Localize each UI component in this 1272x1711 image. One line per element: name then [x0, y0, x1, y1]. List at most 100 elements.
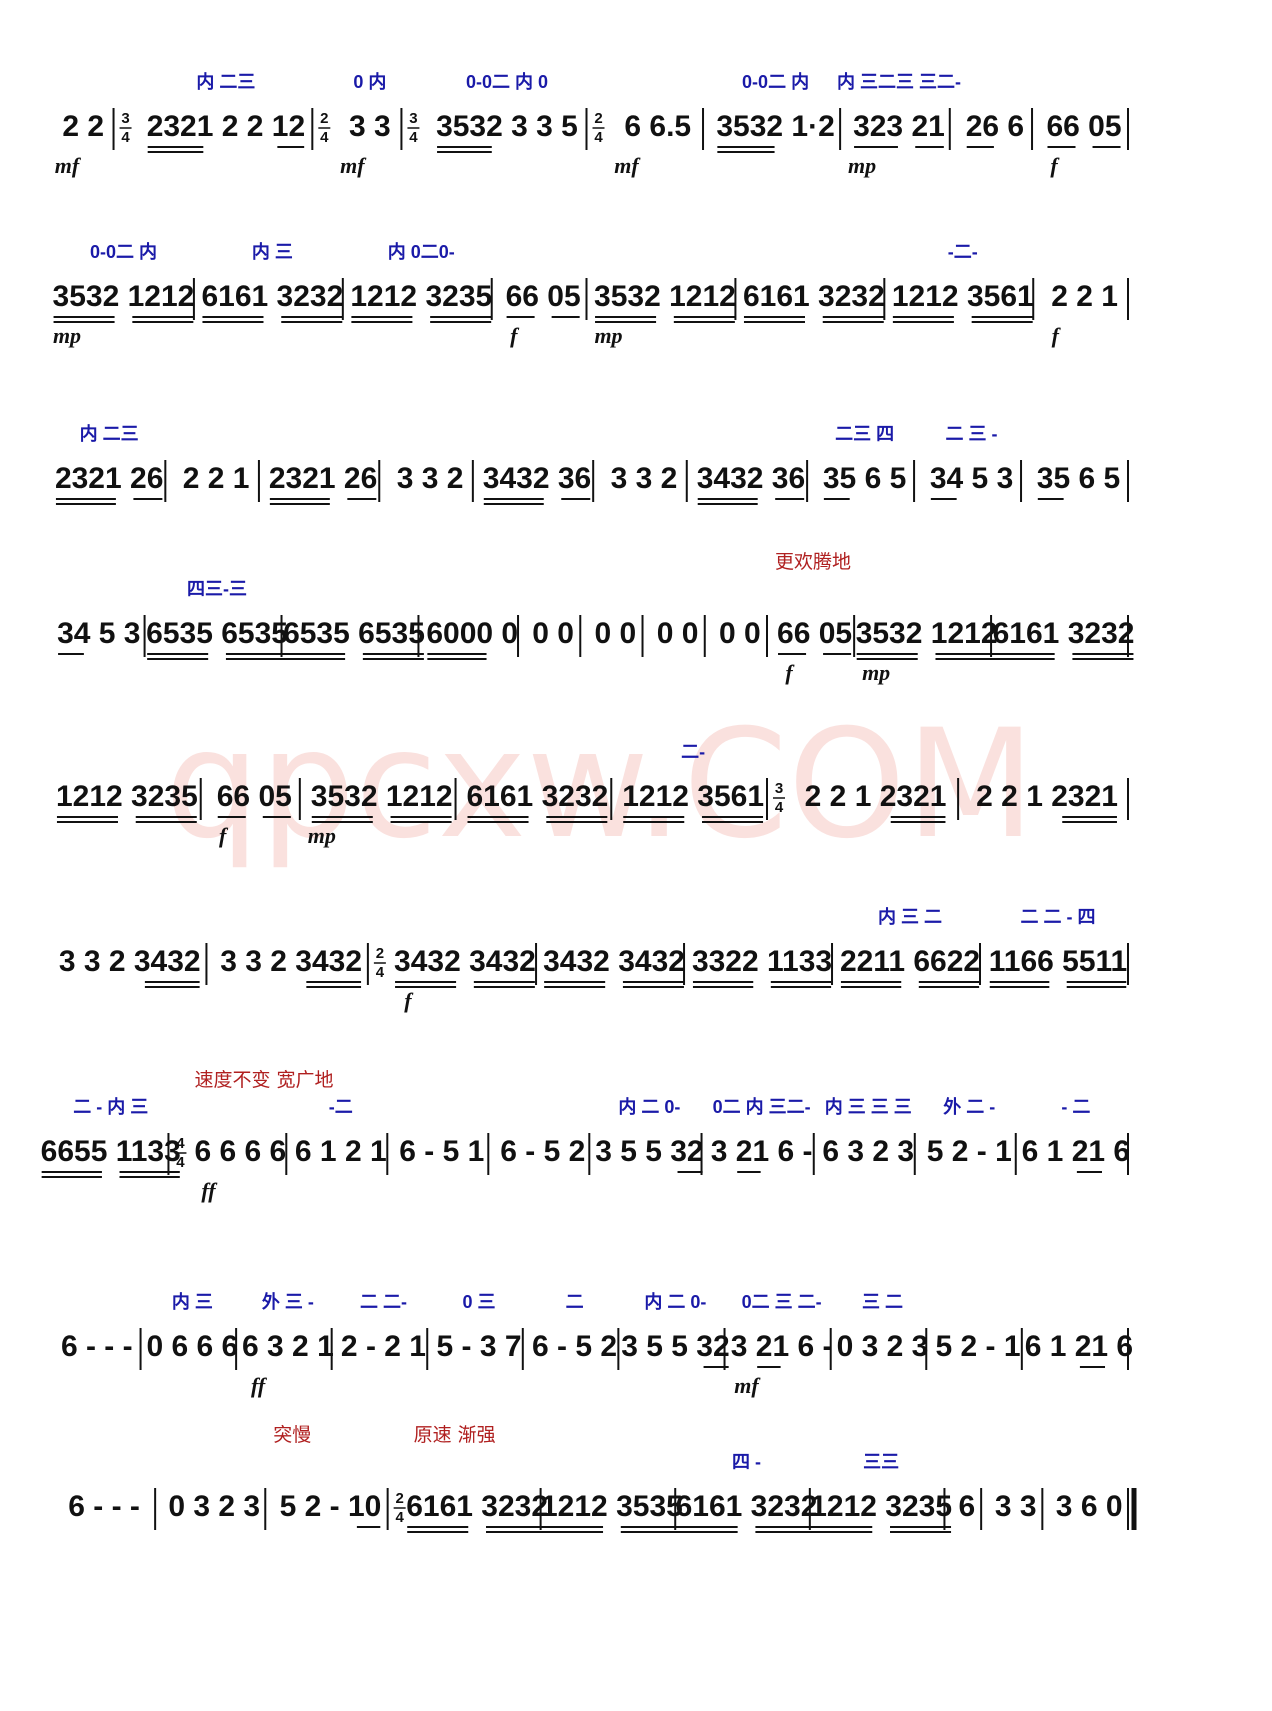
notes: 6 1 21 6 [1025, 1330, 1133, 1363]
notes: 2 2 1 [183, 462, 250, 495]
fingering: -二- [948, 242, 978, 262]
notes: 3 21 6 - [711, 1135, 813, 1168]
fingering: 三 二 [862, 1292, 903, 1312]
notes: 34 5 3 [57, 617, 140, 650]
notes: 3 3 2 [611, 462, 678, 495]
notes: 323 21 [853, 110, 945, 143]
time-signature-bottom: 4 [409, 129, 418, 146]
fingering: 内 二 0- [618, 1096, 680, 1117]
fingering: 内 二 0- [644, 1291, 706, 1312]
fingering: -二 [329, 1097, 353, 1117]
notes: 2 2 1 2321 [976, 780, 1118, 813]
dynamic: mf [55, 153, 82, 178]
dynamic: f [1050, 153, 1060, 178]
fingering: 内 二三 [80, 423, 139, 444]
notes: 6 1 2 1 [295, 1135, 387, 1168]
notes: 6 - - - [61, 1330, 133, 1363]
notes: 1212 3561 [622, 780, 764, 813]
notes: 5 2 - 1 [927, 1135, 1012, 1168]
notes: 6 6 6 6 [194, 1135, 286, 1168]
notes: 3432 3432 [543, 945, 685, 978]
notes: 0 3 2 3 [168, 1490, 260, 1523]
notes: 26 6 [966, 110, 1024, 143]
notes: 6 - 5 2 [532, 1330, 617, 1363]
dynamic: mf [734, 1373, 761, 1398]
dynamic: ff [251, 1373, 268, 1398]
notes: 0 6 6 6 [146, 1330, 238, 1363]
dynamic: f [510, 323, 520, 348]
fingering: 四 - [732, 1452, 761, 1472]
notes: 3322 1133 [692, 945, 832, 978]
notes: 66 05 [777, 617, 852, 650]
notes: 3532 1212 [594, 280, 736, 313]
time-signature-bottom: 4 [320, 129, 329, 146]
fingering: 二 二- [360, 1292, 407, 1312]
notes: 3532 1212 [856, 617, 998, 650]
fingering: 0二 内 三二- [713, 1096, 811, 1117]
fingering: 内 0二0- [388, 241, 455, 262]
time-signature-top: 2 [395, 1490, 403, 1507]
annotation: 速度不变 宽广地 [194, 1069, 333, 1091]
notes: 6000 0 [426, 617, 518, 650]
fingering: 内 二三 [196, 71, 255, 92]
notes: 1212 3535 [541, 1490, 683, 1523]
notes: 6161 3232 [406, 1490, 548, 1523]
notes: 6 - - - [68, 1490, 140, 1523]
notes: 3432 36 [483, 462, 591, 495]
dynamic: f [1052, 323, 1062, 348]
notes: 3 3 [995, 1490, 1037, 1523]
fingering: 二 三 - [946, 424, 998, 444]
time-signature-bottom: 4 [176, 1154, 185, 1171]
notes: 3432 36 [697, 462, 805, 495]
fingering: 0 内 [353, 71, 386, 92]
time-signature-bottom: 4 [594, 129, 603, 146]
dynamic: mp [308, 823, 336, 848]
fingering: 外 三 - [262, 1291, 314, 1312]
dynamic: mp [53, 323, 81, 348]
notes: 1212 3235 [810, 1490, 952, 1523]
notes: 66 05 [1046, 110, 1121, 143]
time-signature-top: 3 [409, 110, 417, 127]
fingering: 0-0二 内 0 [466, 71, 548, 92]
notes: 5 2 - 1 [936, 1330, 1021, 1363]
time-signature-bottom: 4 [376, 964, 385, 981]
notes: 6 3 2 3 [822, 1135, 914, 1168]
time-signature-top: 4 [176, 1135, 185, 1152]
fingering: 内 三 [252, 241, 293, 262]
notes: 35 6 5 [823, 462, 906, 495]
notes: 0 0 [595, 617, 637, 650]
time-signature-bottom: 4 [775, 799, 784, 816]
dynamic: f [785, 660, 795, 685]
fingering: 二 [566, 1292, 584, 1312]
time-signature-top: 3 [775, 780, 783, 797]
notes: 6 1 21 6 [1022, 1135, 1130, 1168]
notes: 3 3 2 [397, 462, 464, 495]
notes: 3 3 2 3432 [59, 945, 201, 978]
notes: 0 3 2 3 [837, 1330, 929, 1363]
fingering: 内 三 二 [878, 906, 942, 927]
dynamic: f [404, 988, 414, 1013]
fingering: 二- [681, 742, 705, 762]
dynamic: ff [201, 1178, 218, 1203]
dynamic: mp [594, 323, 622, 348]
notes: 2 - 2 1 [341, 1330, 426, 1363]
fingering: 0 三 [463, 1292, 496, 1312]
notes: 2211 6622 [840, 945, 980, 978]
fingering: 二三 四 [835, 424, 894, 444]
notes: 6161 3232 [201, 280, 343, 313]
time-signature-top: 3 [121, 110, 129, 127]
annotation: 更欢腾地 [775, 551, 851, 573]
fingering: 外 二 - [943, 1096, 995, 1117]
notes: 6 3 2 1 [242, 1330, 334, 1363]
notes: 0 0 [657, 617, 699, 650]
time-signature-bottom: 4 [121, 129, 130, 146]
notes: 6161 3232 [467, 780, 609, 813]
notes: 6 6.5 [624, 110, 691, 143]
notes: 6655 1133 [41, 1135, 181, 1168]
watermark: qpcxw.COM [165, 698, 1035, 872]
notes: 2321 2 2 12 [147, 110, 305, 143]
notes: 0 0 [532, 617, 574, 650]
notes: 6535 6535 [146, 617, 288, 650]
dynamic: mp [848, 153, 876, 178]
